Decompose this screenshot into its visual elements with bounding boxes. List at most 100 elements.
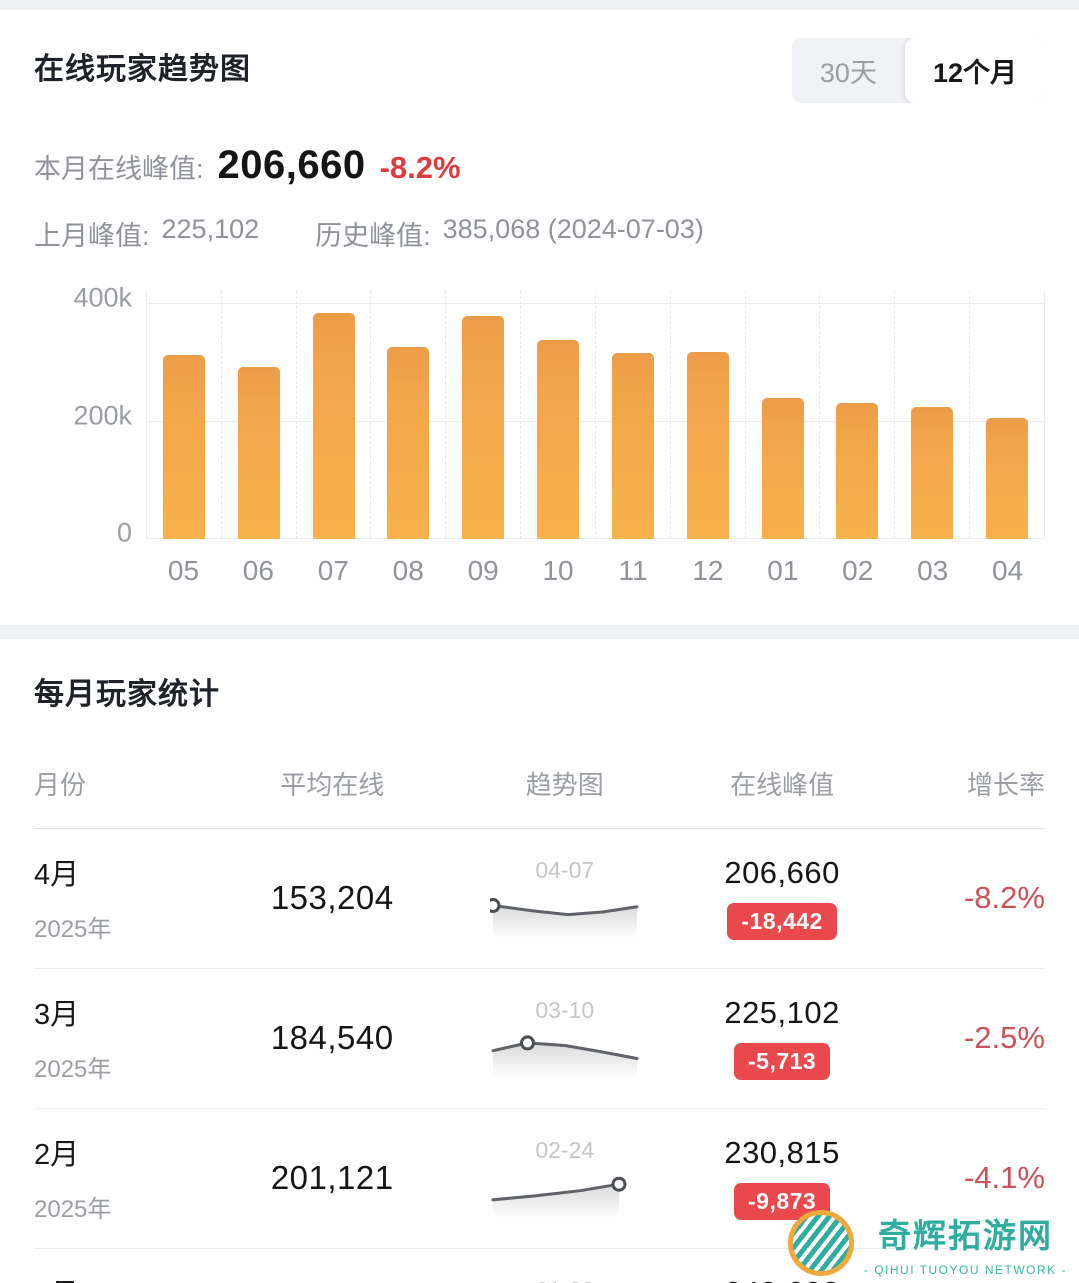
bar-08[interactable] <box>387 347 430 539</box>
x-tick-label: 04 <box>992 555 1024 586</box>
x-tick-label: 06 <box>242 555 274 586</box>
row-month: 4月 <box>34 859 80 891</box>
x-tick-label: 07 <box>317 555 349 586</box>
trend-title: 在线玩家趋势图 <box>34 53 251 86</box>
row-month: 1月 <box>34 1271 206 1283</box>
row-year: 2025年 <box>34 1056 112 1083</box>
bar-slot <box>521 291 596 539</box>
row-average-online: 184,540 <box>270 1018 394 1056</box>
x-tick-label: 08 <box>392 555 424 586</box>
bar-slot <box>970 291 1044 539</box>
watermark-name: 奇辉拓游网 <box>877 1217 1053 1254</box>
trend-sparkline <box>491 1035 639 1078</box>
site-watermark: 奇辉拓游网 - QIHUI TUOYOU NETWORK - <box>787 1209 1067 1277</box>
watermark-subtitle: - QIHUI TUOYOU NETWORK - <box>863 1263 1067 1277</box>
row-growth-rate: -8.2% <box>963 879 1045 915</box>
bar-slot <box>596 291 671 539</box>
x-tick-label: 12 <box>692 555 724 586</box>
row-peak-value: 230,815 <box>724 1135 840 1170</box>
bar-slot <box>895 291 971 539</box>
bar-slot <box>371 291 447 539</box>
range-12months-button[interactable]: 12个月 <box>904 38 1045 103</box>
table-row-4月[interactable]: 4月 2025年 153,204 04-07 206,660 -18,442 -8.2% <box>34 829 1045 969</box>
x-tick-label: 03 <box>917 555 949 586</box>
row-month: 2月 <box>34 1139 80 1171</box>
row-growth-rate: -2.5% <box>963 1019 1045 1055</box>
spark-peak-date: 01-06 <box>459 1277 671 1283</box>
spark-peak-date: 04-07 <box>535 857 595 883</box>
section-divider <box>0 625 1079 639</box>
y-tick-label: 0 <box>116 517 132 548</box>
column-header-trend-chart: 趋势图 <box>525 770 604 800</box>
spark-peak-date: 03-10 <box>535 997 595 1023</box>
table-row-3月[interactable]: 3月 2025年 184,540 03-10 225,102 -5,713 -2.5% <box>34 969 1045 1109</box>
column-header-average-online: 平均在线 <box>280 770 385 800</box>
column-header-growth-rate: 增长率 <box>966 770 1045 800</box>
bar-slot <box>297 291 372 539</box>
peak-marker <box>611 1176 627 1192</box>
x-tick-label: 10 <box>542 555 574 586</box>
record-peak-label: 历史峰值: <box>315 221 431 251</box>
row-peak-delta-badge: -5,713 <box>734 1043 831 1080</box>
record-peak-value: 385,068 (2024-07-03) <box>442 214 704 244</box>
table-body: 4月 2025年 153,204 04-07 206,660 -18,442 -8.2% 3月… <box>34 829 1045 1283</box>
trend-sparkline <box>489 898 639 938</box>
peak-marker <box>519 1035 535 1051</box>
row-average-online: 153,204 <box>270 878 394 916</box>
bar-03[interactable] <box>911 407 954 539</box>
row-peak-delta-badge: -18,442 <box>727 903 837 940</box>
bar-01[interactable] <box>761 398 804 539</box>
bar-04[interactable] <box>986 418 1029 539</box>
bar-slot <box>746 291 821 539</box>
bar-07[interactable] <box>312 313 355 539</box>
bar-10[interactable] <box>537 340 580 539</box>
bar-05[interactable] <box>162 355 205 539</box>
x-tick-label: 02 <box>842 555 874 586</box>
row-peak-value: 225,102 <box>724 995 840 1030</box>
range-toggle: 30天 12个月 <box>791 38 1045 103</box>
chart-plot-area <box>146 291 1045 539</box>
row-average-online: 201,121 <box>270 1158 394 1196</box>
current-peak-label: 本月在线峰值: <box>34 154 204 184</box>
row-peak-value: 206,660 <box>724 855 840 890</box>
bar-slot <box>820 291 896 539</box>
current-peak-value: 206,660 <box>217 143 366 187</box>
prev-peak-label: 上月峰值: <box>34 221 150 251</box>
x-tick-label: 09 <box>467 555 499 586</box>
bar-11[interactable] <box>611 353 654 539</box>
table-row-2月[interactable]: 2月 2025年 201,121 02-24 230,815 -9,873 -4.1% <box>34 1109 1045 1249</box>
column-header-month: 月份 <box>34 770 87 800</box>
range-30days-button[interactable]: 30天 <box>792 38 905 103</box>
x-tick-label: 01 <box>767 555 799 586</box>
bar-06[interactable] <box>237 367 280 539</box>
prev-peak-value: 225,102 <box>161 214 260 244</box>
history-peak-line: 上月峰值: 225,102 历史峰值: 385,068 (2024-07-03) <box>34 214 1045 253</box>
chart-x-axis: 05 06 07 08 09 10 11 12 01 02 03 04 <box>146 555 1045 587</box>
bar-slot <box>446 291 522 539</box>
bar-12[interactable] <box>686 352 729 539</box>
y-tick-label: 400k <box>73 282 132 313</box>
bar-02[interactable] <box>836 403 879 539</box>
bar-slot <box>671 291 746 539</box>
row-year: 2025年 <box>34 1196 112 1223</box>
watermark-logo-icon <box>787 1210 854 1276</box>
peak-marker <box>489 898 501 913</box>
current-peak-line: 本月在线峰值: 206,660 -8.2% <box>34 143 1045 188</box>
row-growth-rate: -4.1% <box>963 1159 1045 1195</box>
row-month: 3月 <box>34 999 80 1031</box>
monthly-stats-section: 每月玩家统计 月份 平均在线 趋势图 在线峰值 增长率 4月 2025年 153,2… <box>0 639 1079 1283</box>
table-row-1月[interactable]: 1月2025年201,30401-06240,688-77,855-24.4% <box>34 1249 1045 1283</box>
current-peak-change: -8.2% <box>379 150 461 185</box>
trend-header: 在线玩家趋势图 30天 12个月 <box>34 38 1045 103</box>
bar-slot <box>147 291 222 539</box>
x-tick-label: 05 <box>167 555 200 586</box>
bar-slot <box>222 291 297 539</box>
row-peak-delta-badge: -9,873 <box>734 1183 831 1220</box>
y-tick-label: 200k <box>73 400 132 430</box>
spark-peak-date: 02-24 <box>535 1137 595 1163</box>
bar-09[interactable] <box>462 316 505 539</box>
row-peak-value: 240,688 <box>671 1275 893 1283</box>
x-tick-label: 11 <box>618 555 648 586</box>
trend-sparkline <box>491 1176 627 1218</box>
